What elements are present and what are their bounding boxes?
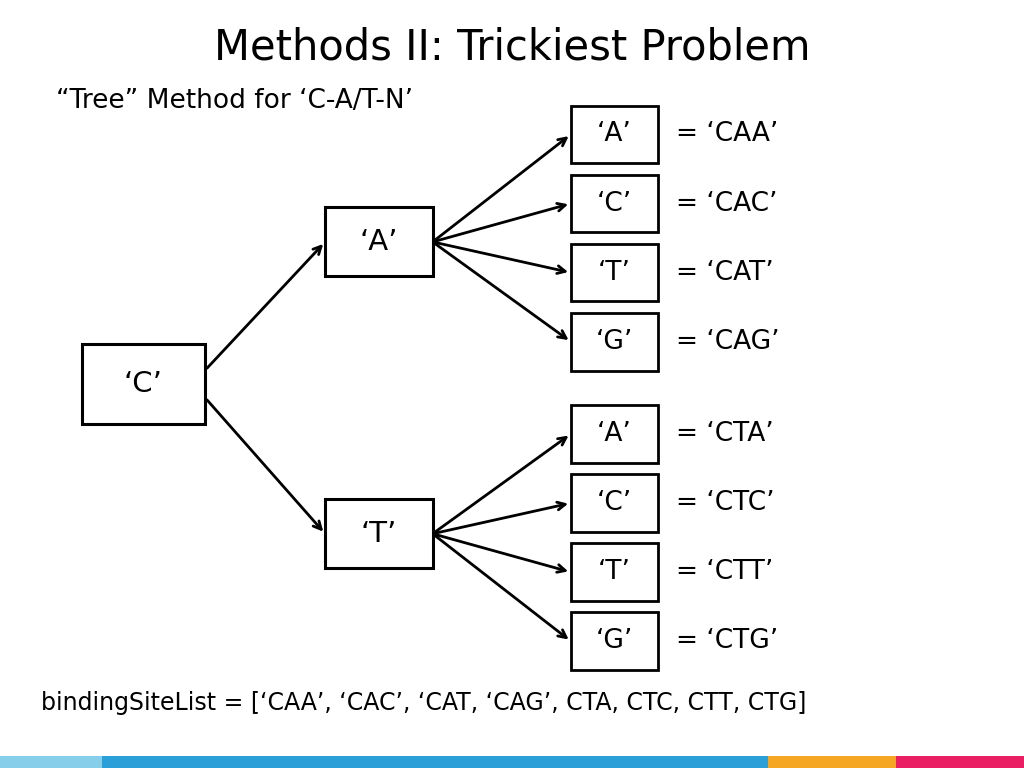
Text: ‘G’: ‘G’ bbox=[596, 628, 633, 654]
Text: ‘C’: ‘C’ bbox=[124, 370, 163, 398]
Text: Methods II: Trickiest Problem: Methods II: Trickiest Problem bbox=[214, 27, 810, 69]
FancyBboxPatch shape bbox=[571, 313, 657, 370]
FancyBboxPatch shape bbox=[571, 475, 657, 531]
FancyBboxPatch shape bbox=[571, 244, 657, 301]
FancyBboxPatch shape bbox=[571, 406, 657, 462]
Text: = ‘CTT’: = ‘CTT’ bbox=[676, 559, 774, 585]
Text: ‘A’: ‘A’ bbox=[597, 121, 632, 147]
FancyBboxPatch shape bbox=[326, 207, 432, 276]
Text: = ‘CTA’: = ‘CTA’ bbox=[676, 421, 774, 447]
Text: ‘C’: ‘C’ bbox=[597, 490, 632, 516]
Text: ‘A’: ‘A’ bbox=[597, 421, 632, 447]
FancyBboxPatch shape bbox=[571, 613, 657, 670]
FancyBboxPatch shape bbox=[571, 544, 657, 601]
Text: ‘T’: ‘T’ bbox=[598, 260, 631, 286]
Text: = ‘CTG’: = ‘CTG’ bbox=[676, 628, 778, 654]
FancyBboxPatch shape bbox=[571, 175, 657, 232]
Text: = ‘CAG’: = ‘CAG’ bbox=[676, 329, 780, 355]
Text: ‘T’: ‘T’ bbox=[360, 520, 397, 548]
Text: = ‘CTC’: = ‘CTC’ bbox=[676, 490, 775, 516]
Text: = ‘CAA’: = ‘CAA’ bbox=[676, 121, 778, 147]
Text: ‘C’: ‘C’ bbox=[597, 190, 632, 217]
Text: ‘T’: ‘T’ bbox=[598, 559, 631, 585]
Text: ‘G’: ‘G’ bbox=[596, 329, 633, 355]
Text: “Tree” Method for ‘C-A/T-N’: “Tree” Method for ‘C-A/T-N’ bbox=[56, 88, 414, 114]
Text: = ‘CAC’: = ‘CAC’ bbox=[676, 190, 778, 217]
Text: ‘A’: ‘A’ bbox=[359, 228, 398, 256]
FancyBboxPatch shape bbox=[326, 499, 432, 568]
Text: = ‘CAT’: = ‘CAT’ bbox=[676, 260, 774, 286]
Text: bindingSiteList = [‘CAA’, ‘CAC’, ‘CAT, ‘CAG’, CTA, CTC, CTT, CTG]: bindingSiteList = [‘CAA’, ‘CAC’, ‘CAT, ‘… bbox=[41, 690, 806, 715]
FancyBboxPatch shape bbox=[82, 344, 205, 424]
FancyBboxPatch shape bbox=[571, 106, 657, 164]
